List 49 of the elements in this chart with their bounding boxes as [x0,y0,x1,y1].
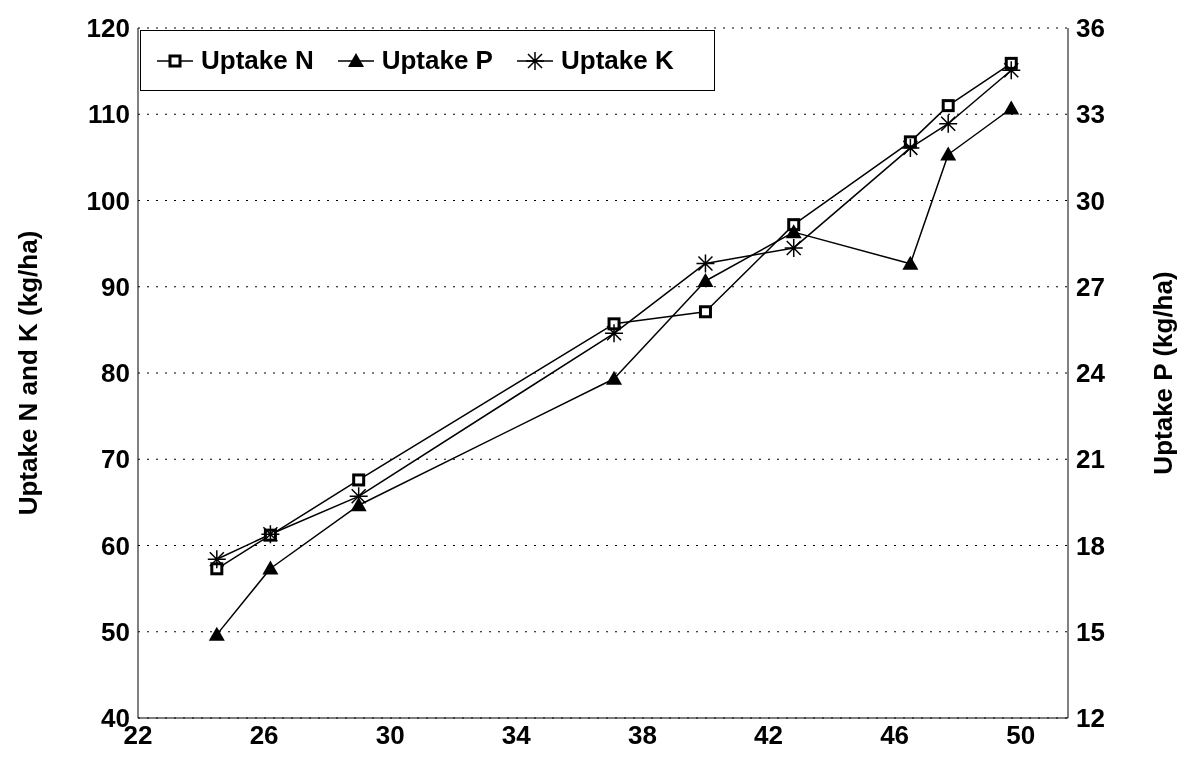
point [208,626,225,641]
y2-tick-label: 15 [1076,616,1105,647]
y2-tick-label: 30 [1076,185,1105,216]
point [604,323,624,344]
x-tick-label: 42 [754,720,783,751]
y-tick-label: 90 [101,271,130,302]
y-tick-label: 110 [88,99,130,130]
x-tick-label: 38 [627,720,657,751]
point [783,238,804,258]
point [698,305,712,319]
point [352,473,366,487]
point [262,560,279,575]
y-tick-label: 100 [86,185,130,216]
legend-label: Uptake N [201,45,314,76]
point [606,370,623,385]
y2-tick-label: 21 [1076,444,1105,475]
point [941,99,955,113]
legend-label: Uptake P [381,45,493,76]
y2-tick-label: 27 [1076,271,1105,302]
point [1001,60,1021,81]
x-tick-label: 46 [880,720,910,751]
y-tick-label: 80 [101,358,130,389]
point [900,138,921,158]
point [348,486,369,507]
point [938,113,958,134]
y-tick-label: 50 [101,616,130,647]
y2-tick-label: 12 [1076,703,1105,734]
point [697,273,714,287]
point [350,497,367,512]
y-axis-title: Uptake N and K (kg/ha) [13,230,44,516]
y-tick-label: 60 [101,530,130,561]
y2-tick-label: 36 [1076,13,1105,44]
x-tick-label: 30 [375,720,405,751]
y2-tick-label: 24 [1076,358,1106,389]
x-tick-label: 34 [501,720,532,751]
legend-label: Uptake K [560,45,674,76]
y2-axis-title: Uptake P (kg/ha) [1148,271,1179,475]
point [785,224,802,239]
y-tick-label: 70 [101,444,130,475]
point [1003,100,1020,115]
x-tick-label: 26 [249,720,279,751]
point [207,549,227,570]
y2-tick-label: 18 [1076,530,1105,561]
y-tick-label: 120 [86,13,130,44]
x-tick-label: 50 [1006,720,1036,751]
point [940,146,957,161]
point [902,255,919,270]
y2-tick-label: 33 [1076,99,1105,130]
point [695,253,716,274]
